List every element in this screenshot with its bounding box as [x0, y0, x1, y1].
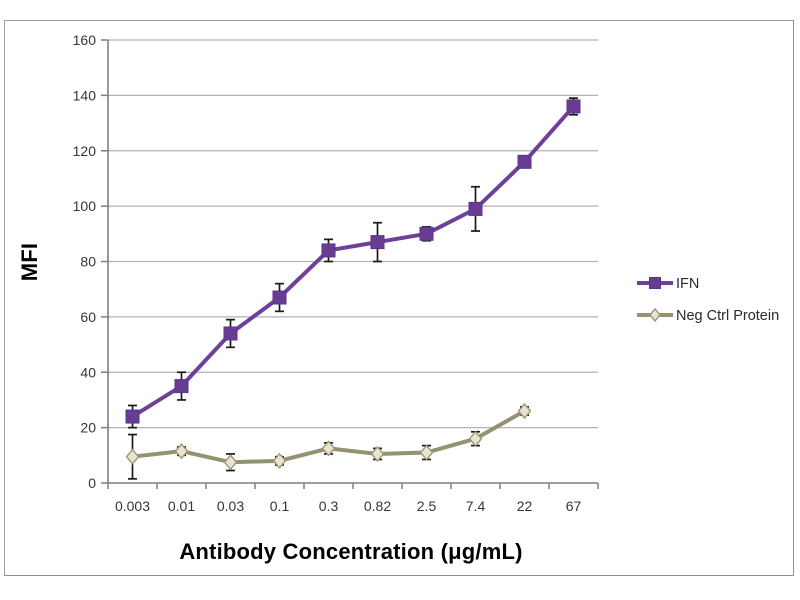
x-tick-label: 2.5	[417, 498, 437, 514]
y-tick-label: 20	[80, 420, 96, 436]
data-point-marker	[272, 452, 287, 469]
data-point-marker	[419, 226, 434, 241]
data-point-marker	[370, 235, 385, 250]
x-tick-label: 0.1	[270, 498, 290, 514]
y-tick-label: 60	[80, 309, 96, 325]
legend-marker	[649, 307, 661, 323]
data-point-marker	[517, 154, 532, 169]
x-tick-label: 67	[566, 498, 582, 514]
data-point-marker	[321, 243, 336, 258]
x-axis-title: Antibody Concentration (μg/mL)	[179, 539, 522, 564]
data-point-marker	[517, 402, 532, 420]
x-tick-label: 0.03	[217, 498, 244, 514]
legend-marker	[649, 277, 661, 289]
x-tick-label: 0.003	[115, 498, 150, 514]
data-point-marker	[174, 379, 189, 394]
data-point-marker	[419, 444, 434, 461]
y-tick-label: 120	[73, 143, 97, 159]
x-tick-label: 0.3	[319, 498, 339, 514]
data-point-marker	[566, 99, 581, 114]
data-point-marker	[321, 440, 336, 457]
data-point-marker	[370, 445, 385, 463]
legend-label: Neg Ctrl Protein	[676, 308, 779, 324]
series-line-ifn	[130, 104, 576, 419]
y-axis-title: MFI	[17, 243, 42, 281]
y-tick-label: 80	[80, 254, 96, 270]
data-point-marker	[272, 290, 287, 305]
x-tick-label: 7.4	[466, 498, 486, 514]
data-point-marker	[125, 448, 140, 465]
data-point-marker	[223, 326, 238, 341]
y-tick-label: 100	[73, 198, 97, 214]
legend-label: IFN	[676, 276, 699, 292]
data-point-marker	[468, 201, 483, 216]
x-tick-label: 0.82	[364, 498, 391, 514]
data-point-marker	[125, 409, 140, 424]
y-tick-label: 0	[88, 475, 96, 491]
y-tick-label: 160	[73, 32, 97, 48]
data-point-marker	[223, 454, 238, 471]
y-tick-label: 140	[73, 87, 97, 103]
data-point-marker	[468, 430, 483, 447]
data-point-marker	[174, 443, 189, 460]
y-tick-label: 40	[80, 364, 96, 380]
x-tick-label: 0.01	[168, 498, 195, 514]
x-tick-label: 22	[517, 498, 533, 514]
